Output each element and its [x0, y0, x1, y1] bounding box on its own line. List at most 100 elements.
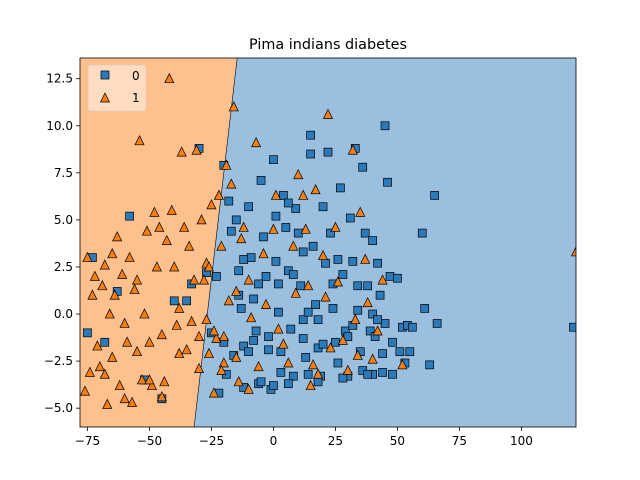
data-point-class-0: [244, 202, 253, 212]
data-point-class-0: [281, 223, 291, 232]
data-point-class-0: [306, 130, 315, 140]
legend-marker-class-0-icon: [100, 70, 110, 80]
data-point-class-0: [125, 211, 134, 221]
data-point-class-1: [131, 345, 143, 357]
data-point-class-1: [193, 330, 205, 341]
data-point-class-0: [83, 328, 92, 338]
data-point-class-0: [261, 272, 271, 281]
data-point-class-1: [139, 308, 150, 319]
data-point-class-1: [231, 351, 242, 362]
y-tick-label: 0.0: [54, 307, 73, 321]
data-point-class-0: [313, 377, 323, 387]
data-point-class-1: [260, 298, 272, 309]
data-point-class-1: [94, 360, 105, 372]
data-point-class-1: [104, 308, 115, 319]
y-tick-label: −5.0: [44, 401, 73, 415]
data-point-class-1: [136, 374, 148, 385]
data-point-class-1: [350, 313, 361, 325]
data-point-class-1: [80, 385, 91, 396]
data-point-class-1: [89, 270, 100, 281]
data-point-class-1: [320, 291, 331, 302]
data-point-class-1: [186, 315, 197, 326]
data-point-class-0: [318, 339, 328, 349]
data-point-class-0: [276, 347, 286, 357]
data-point-class-0: [569, 322, 576, 332]
y-tick-label: 7.5: [54, 166, 73, 180]
data-point-class-0: [353, 281, 363, 291]
data-point-class-1: [218, 357, 229, 368]
data-point-class-0: [276, 368, 286, 377]
data-point-class-1: [221, 159, 232, 170]
data-point-class-0: [264, 332, 273, 341]
data-point-class-0: [373, 258, 382, 268]
data-point-class-1: [198, 274, 210, 285]
data-point-class-0: [264, 345, 273, 355]
x-axis: −75 −50 −25 0 25 50 75 100: [75, 427, 533, 448]
data-point-class-1: [258, 248, 269, 259]
data-point-class-1: [216, 240, 227, 251]
data-point-class-1: [218, 330, 229, 341]
data-point-class-0: [298, 315, 308, 325]
data-point-class-1: [226, 178, 237, 189]
data-point-class-1: [169, 261, 180, 272]
data-point-class-1: [109, 289, 120, 300]
data-point-class-0: [226, 226, 236, 236]
data-point-class-1: [347, 144, 358, 155]
data-point-class-0: [375, 290, 385, 300]
data-point-class-0: [365, 326, 375, 336]
data-point-class-0: [388, 337, 397, 347]
data-point-class-0: [269, 381, 278, 390]
data-point-class-0: [234, 266, 244, 276]
data-point-class-0: [274, 279, 283, 289]
data-point-class-1: [303, 280, 314, 291]
data-point-class-1: [181, 344, 192, 355]
x-tick-label: 25: [328, 434, 343, 448]
data-point-class-1: [288, 240, 299, 251]
legend-label-class-0: 0: [132, 69, 140, 83]
data-point-class-1: [213, 189, 224, 200]
x-tick-label: 75: [452, 434, 467, 448]
data-point-class-0: [279, 191, 288, 200]
data-point-class-0: [298, 247, 308, 257]
data-point-class-0: [383, 177, 392, 187]
data-point-class-0: [395, 347, 405, 357]
data-point-class-1: [300, 223, 311, 234]
data-point-class-1: [278, 338, 289, 349]
data-point-class-0: [283, 379, 293, 389]
data-point-class-1: [119, 392, 130, 404]
y-tick-label: 10.0: [46, 119, 73, 133]
data-point-class-0: [303, 307, 313, 317]
data-point-class-1: [107, 248, 118, 259]
data-point-class-0: [380, 121, 390, 131]
data-point-class-1: [322, 108, 334, 119]
data-point-class-1: [87, 289, 98, 300]
data-point-class-1: [397, 359, 408, 370]
data-point-class-0: [254, 279, 263, 289]
data-point-class-0: [246, 253, 256, 262]
data-point-class-1: [97, 280, 108, 291]
data-point-class-1: [117, 268, 128, 279]
data-point-class-0: [224, 196, 234, 206]
data-point-class-1: [293, 168, 304, 180]
data-point-class-1: [362, 296, 373, 308]
data-point-class-0: [425, 360, 435, 370]
data-point-class-1: [270, 189, 281, 200]
data-point-class-0: [333, 255, 343, 264]
data-point-class-0: [417, 228, 427, 238]
data-point-class-1: [208, 325, 219, 336]
data-point-class-0: [363, 281, 373, 291]
data-point-class-1: [570, 246, 576, 257]
data-point-class-1: [377, 274, 388, 285]
data-point-class-0: [256, 377, 266, 387]
data-point-class-0: [301, 352, 311, 362]
data-point-class-0: [368, 236, 377, 245]
data-point-class-0: [274, 307, 283, 317]
data-point-class-0: [259, 232, 268, 242]
plot-frame: [79, 57, 577, 428]
data-point-class-0: [420, 304, 430, 313]
data-point-class-1: [149, 206, 160, 217]
data-point-class-0: [318, 202, 328, 212]
data-point-class-0: [388, 369, 397, 379]
data-point-class-0: [296, 281, 306, 291]
